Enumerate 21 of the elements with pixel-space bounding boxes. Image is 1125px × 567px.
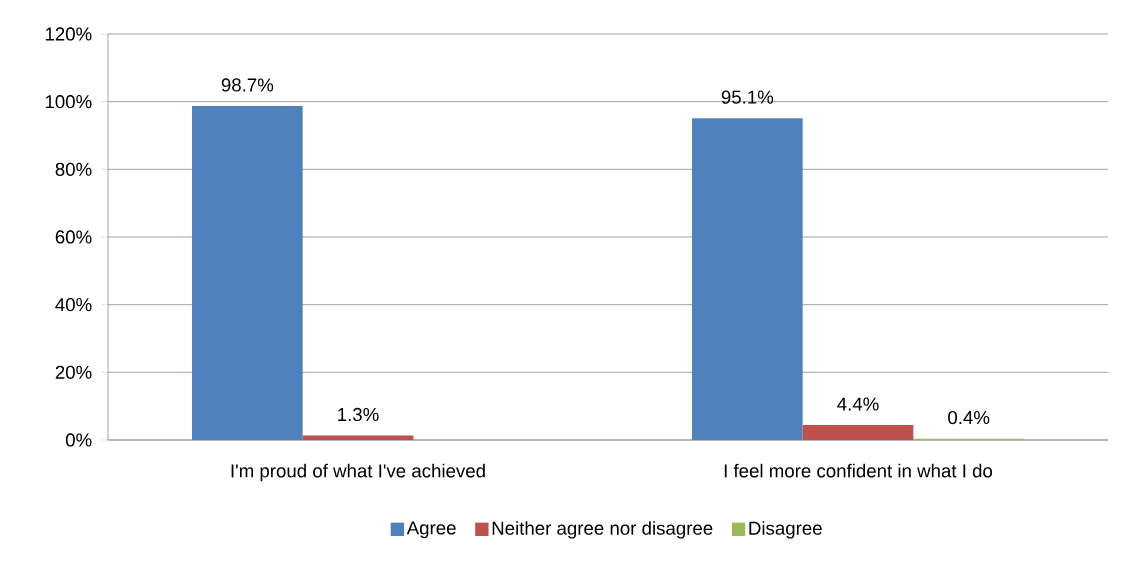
data-label: 98.7%: [221, 78, 274, 92]
legend-label: Disagree: [749, 521, 822, 539]
data-label: 4.4%: [837, 397, 879, 411]
legend-label: Agree: [406, 521, 456, 539]
y-tick-label: 0%: [65, 433, 92, 447]
data-label: 1.3%: [338, 407, 379, 422]
y-tick-label: 20%: [55, 365, 92, 379]
bar: [692, 118, 803, 440]
bar: [302, 435, 414, 440]
bar: [192, 106, 303, 440]
y-tick-label: 40%: [55, 298, 92, 312]
y-tick-label: 100%: [45, 95, 92, 109]
x-tick-label: I feel more confident in what I do: [724, 463, 993, 478]
x-tick-label: I'm proud of what I've achieved: [231, 463, 485, 482]
legend-label: Neither agree nor disagree: [492, 521, 713, 539]
bar: [802, 425, 914, 440]
data-label: 0.4%: [948, 410, 990, 425]
y-tick-label: 80%: [55, 162, 92, 176]
y-tick-label: 120%: [45, 27, 92, 41]
y-tick-label: 60%: [55, 230, 92, 244]
data-label: 95.1%: [721, 90, 774, 104]
